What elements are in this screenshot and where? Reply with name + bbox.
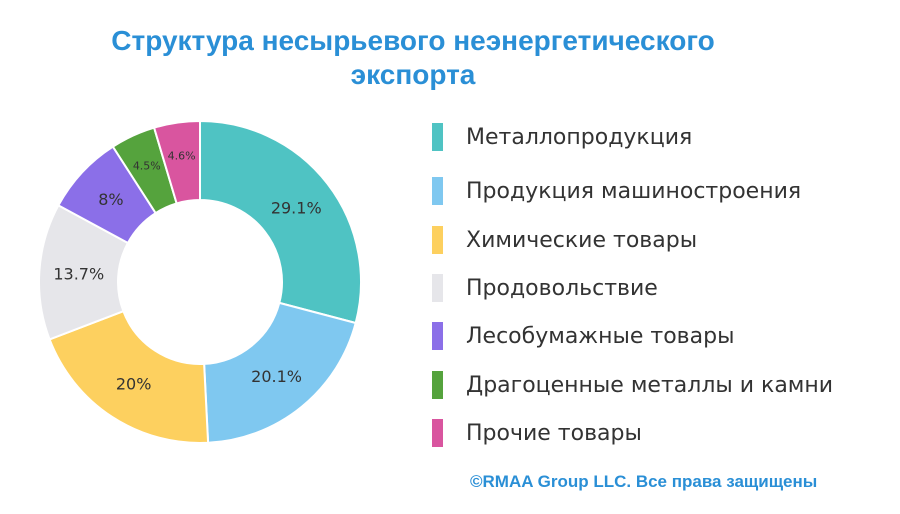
slice-data-label: 29.1% [271,198,322,217]
legend-label: Прочие товары [466,420,642,446]
chart-title: Структура несырьевого неэнергетического … [0,24,826,92]
legend-swatch [432,274,443,302]
legend-item: Химические товары [432,225,697,255]
legend-item: Продукция машиностроения [432,176,801,206]
legend-swatch [432,419,443,447]
legend-label: Металлопродукция [466,124,693,150]
legend-swatch [432,371,443,399]
chart-title-line-1: Структура несырьевого неэнергетического [111,25,715,56]
donut-chart: 29.1% 20.1% 20% 13.7% 8% 4.5% 4.6% [38,119,362,444]
copyright-notice: ©RMAA Group LLC. Все права защищены [470,472,818,491]
donut-slice[interactable] [199,119,362,325]
donut-slice[interactable] [203,301,357,444]
legend-swatch [432,322,443,350]
legend-label: Продукция машиностроения [466,178,802,204]
slice-data-label: 20.1% [251,367,302,386]
slice-data-label: 20% [116,374,152,393]
legend-label: Драгоценные металлы и камни [466,372,834,398]
donut-slice[interactable] [48,309,210,444]
legend-swatch [432,226,443,254]
legend-swatch [432,177,443,205]
legend-label: Химические товары [466,227,698,253]
chart-title-line-2: экспорта [350,59,476,90]
legend-item: Прочие товары [432,418,642,448]
legend-item: Продовольствие [432,273,658,303]
slice-data-label: 8% [98,190,123,209]
legend-label: Лесобумажные товары [466,323,735,349]
legend-swatch [432,123,443,151]
donut-slice[interactable] [152,119,201,205]
slice-data-label: 13.7% [53,264,104,283]
slice-data-label: 4.5% [133,160,161,173]
slice-data-label: 4.6% [168,149,196,162]
legend-label: Продовольствие [466,275,658,301]
legend-item: Лесобумажные товары [432,321,734,351]
legend-item: Драгоценные металлы и камни [432,370,833,400]
legend-item: Металлопродукция [432,122,692,152]
